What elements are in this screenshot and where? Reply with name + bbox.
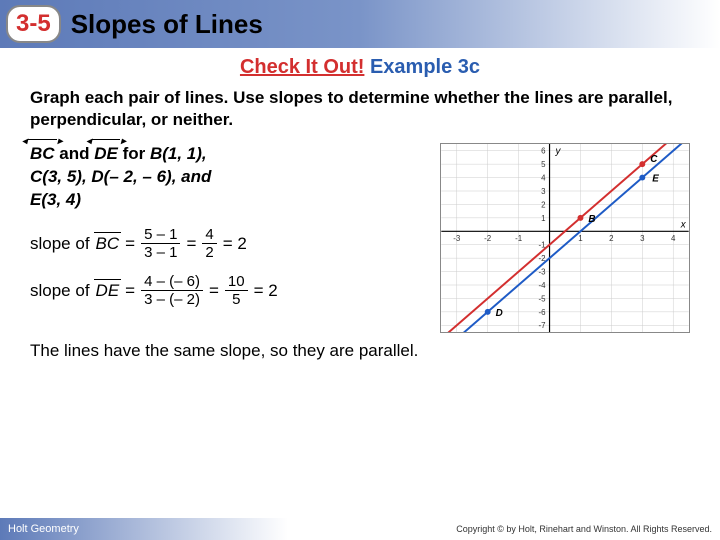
svg-text:3: 3 (640, 234, 645, 243)
bar-bc: BC (96, 234, 120, 254)
segment-de: ◂DE▸ (94, 143, 118, 166)
segment-bc: ◂BC▸ (30, 143, 55, 166)
coordinate-graph: -3-2-11234-7-6-5-4-3-2-1123456xyBCDE (440, 143, 690, 333)
slope-calc-de: slope of DE = 4 – (– 6)3 – (– 2) = 105 =… (30, 273, 426, 308)
subheader: Check It Out! Example 3c (0, 56, 720, 79)
fraction: 42 (202, 226, 216, 261)
footer-brand: Holt Geometry (8, 523, 79, 535)
footer-bar: Holt Geometry Copyright © by Holt, Rineh… (0, 518, 720, 540)
svg-text:y: y (554, 146, 561, 157)
given-text: ◂BC▸ and ◂DE▸ for B(1, 1), C(3, 5), D(– … (30, 143, 426, 212)
svg-text:E: E (652, 174, 659, 185)
svg-text:B: B (588, 214, 595, 225)
example-label: Example 3c (370, 56, 480, 78)
check-it-out-label: Check It Out! (240, 56, 364, 78)
slope-calc-bc: slope of BC = 5 – 13 – 1 = 42 = 2 (30, 226, 426, 261)
svg-text:2: 2 (541, 201, 545, 210)
fraction: 5 – 13 – 1 (141, 226, 180, 261)
fraction: 105 (225, 273, 248, 308)
svg-text:1: 1 (578, 234, 583, 243)
svg-text:D: D (496, 308, 503, 319)
conclusion-text: The lines have the same slope, so they a… (0, 341, 720, 361)
page-title: Slopes of Lines (71, 9, 263, 40)
svg-text:-7: -7 (539, 321, 546, 330)
header-bar: 3-5 Slopes of Lines (0, 0, 720, 48)
svg-text:-3: -3 (453, 234, 461, 243)
svg-text:-2: -2 (484, 234, 491, 243)
svg-text:6: 6 (541, 147, 546, 156)
svg-text:1: 1 (541, 214, 546, 223)
footer-copyright: Copyright © by Holt, Rinehart and Winsto… (456, 524, 712, 534)
svg-text:4: 4 (541, 174, 546, 183)
svg-text:-4: -4 (539, 281, 547, 290)
fraction: 4 – (– 6)3 – (– 2) (141, 273, 203, 308)
instruction-text: Graph each pair of lines. Use slopes to … (30, 87, 690, 131)
svg-text:-6: -6 (539, 308, 547, 317)
svg-text:C: C (650, 154, 658, 165)
svg-text:-5: -5 (539, 295, 547, 304)
content-area: Graph each pair of lines. Use slopes to … (0, 79, 720, 333)
svg-text:x: x (680, 220, 687, 231)
svg-text:-1: -1 (515, 234, 523, 243)
svg-text:-3: -3 (539, 268, 547, 277)
svg-text:5: 5 (541, 160, 546, 169)
problem-left: ◂BC▸ and ◂DE▸ for B(1, 1), C(3, 5), D(– … (30, 143, 426, 333)
bar-de: DE (96, 281, 120, 301)
problem-row: ◂BC▸ and ◂DE▸ for B(1, 1), C(3, 5), D(– … (30, 143, 690, 333)
svg-text:4: 4 (671, 234, 676, 243)
lesson-number: 3-5 (6, 5, 61, 43)
svg-text:3: 3 (541, 187, 546, 196)
svg-text:2: 2 (609, 234, 613, 243)
